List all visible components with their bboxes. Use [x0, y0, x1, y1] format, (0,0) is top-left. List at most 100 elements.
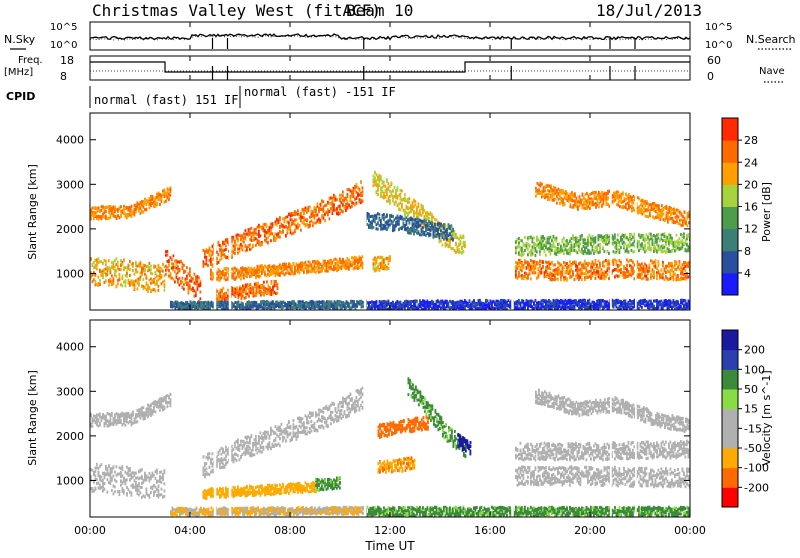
heatmap-cell — [542, 260, 544, 263]
heatmap-cell — [146, 203, 148, 206]
heatmap-cell — [678, 216, 680, 219]
heatmap-cell — [170, 272, 172, 275]
heatmap-cell — [671, 237, 673, 240]
heatmap-cell — [581, 278, 583, 281]
heatmap-cell — [220, 292, 222, 295]
heatmap-cell — [96, 268, 98, 271]
heatmap-cell — [168, 264, 170, 267]
heatmap-cell — [632, 261, 634, 264]
heatmap-cell — [536, 250, 538, 253]
heatmap-cell — [231, 241, 233, 244]
heatmap-cell — [655, 246, 657, 249]
heatmap-cell — [618, 191, 620, 194]
heatmap-cell — [99, 279, 101, 282]
beam-label: Beam 10 — [346, 1, 413, 20]
heatmap-cell — [572, 274, 574, 277]
heatmap-cell — [564, 203, 566, 206]
heatmap-cell — [647, 278, 649, 281]
heatmap-cell — [443, 227, 445, 230]
heatmap-cell — [216, 257, 218, 260]
heatmap-cell — [218, 253, 220, 256]
heatmap-cell — [266, 225, 268, 228]
heatmap-cell — [670, 271, 672, 274]
heatmap-cell — [589, 207, 591, 210]
heatmap-cell — [550, 267, 552, 270]
heatmap-cell — [158, 285, 160, 288]
heatmap-cell — [309, 225, 311, 228]
heatmap-cell — [400, 193, 402, 196]
heatmap-cell — [515, 249, 517, 252]
heatmap-cell — [350, 198, 352, 201]
heatmap-cell — [580, 242, 582, 245]
heatmap-cell — [155, 271, 157, 274]
cpid-label: CPID — [6, 90, 35, 103]
heatmap-cell — [342, 210, 344, 213]
heatmap-cell — [242, 271, 244, 274]
heatmap-cell — [578, 245, 580, 248]
heatmap-cell — [362, 186, 364, 189]
heatmap-cell — [533, 236, 535, 239]
heatmap-cell — [671, 262, 673, 265]
heatmap-cell — [394, 186, 396, 189]
heatmap-cell — [442, 244, 444, 247]
heatmap-cell — [388, 267, 390, 270]
heatmap-cell — [602, 246, 604, 249]
heatmap-cell — [535, 195, 537, 198]
heatmap-cell — [395, 200, 397, 203]
heatmap-cell — [524, 236, 526, 239]
heatmap-cell — [162, 270, 164, 273]
heatmap-cell — [282, 229, 284, 232]
heatmap-cell — [105, 263, 107, 266]
heatmap-cell — [185, 270, 187, 273]
heatmap-cell — [523, 266, 525, 269]
heatmap-cell — [373, 226, 375, 229]
heatmap-cell — [406, 223, 408, 226]
heatmap-cell — [105, 210, 107, 213]
heatmap-cell — [569, 253, 571, 256]
heatmap-cell — [562, 274, 564, 277]
heatmap-cell — [415, 200, 417, 203]
heatmap-cell — [413, 233, 415, 236]
heatmap-cell — [95, 274, 97, 277]
heatmap-cell — [164, 189, 166, 192]
heatmap-cell — [592, 274, 594, 277]
heatmap-cell — [288, 221, 290, 224]
heatmap-cell — [266, 281, 268, 284]
heatmap-cell — [267, 236, 269, 239]
heatmap-cell — [122, 284, 124, 287]
heatmap-cell — [257, 282, 259, 285]
heatmap-cell — [242, 245, 244, 248]
heatmap-cell — [317, 203, 319, 206]
cpid-mode-2: normal (fast) -151 IF — [244, 85, 396, 99]
heatmap-cell — [332, 212, 334, 215]
heatmap-cell — [272, 223, 274, 226]
heatmap-cell — [650, 247, 652, 250]
heatmap-cell — [529, 243, 531, 246]
heatmap-cell — [134, 284, 136, 287]
heatmap-cell — [360, 181, 362, 184]
heatmap-cell — [607, 269, 609, 272]
heatmap-cell — [218, 241, 220, 244]
heatmap-cell — [544, 237, 546, 240]
heatmap-cell — [422, 226, 424, 229]
heatmap-cell — [309, 205, 311, 208]
heatmap-cell — [110, 216, 112, 219]
heatmap-cell — [138, 282, 140, 285]
heatmap-cell — [376, 215, 378, 218]
heatmap-cell — [140, 207, 142, 210]
heatmap-cell — [386, 193, 388, 196]
heatmap-cell — [241, 297, 243, 300]
heatmap-cell — [143, 211, 145, 214]
heatmap-cell — [377, 193, 379, 196]
heatmap-cell — [455, 233, 457, 236]
heatmap-cell — [347, 195, 349, 198]
heatmap-cell — [684, 211, 686, 214]
heatmap-cell — [192, 278, 194, 281]
nsky-trace — [90, 34, 690, 39]
heatmap-cell — [409, 197, 411, 200]
heatmap-cell — [329, 217, 331, 220]
heatmap-cell — [123, 259, 125, 262]
heatmap-cell — [341, 267, 343, 270]
heatmap-cell — [679, 237, 681, 240]
heatmap-cell — [317, 214, 319, 217]
